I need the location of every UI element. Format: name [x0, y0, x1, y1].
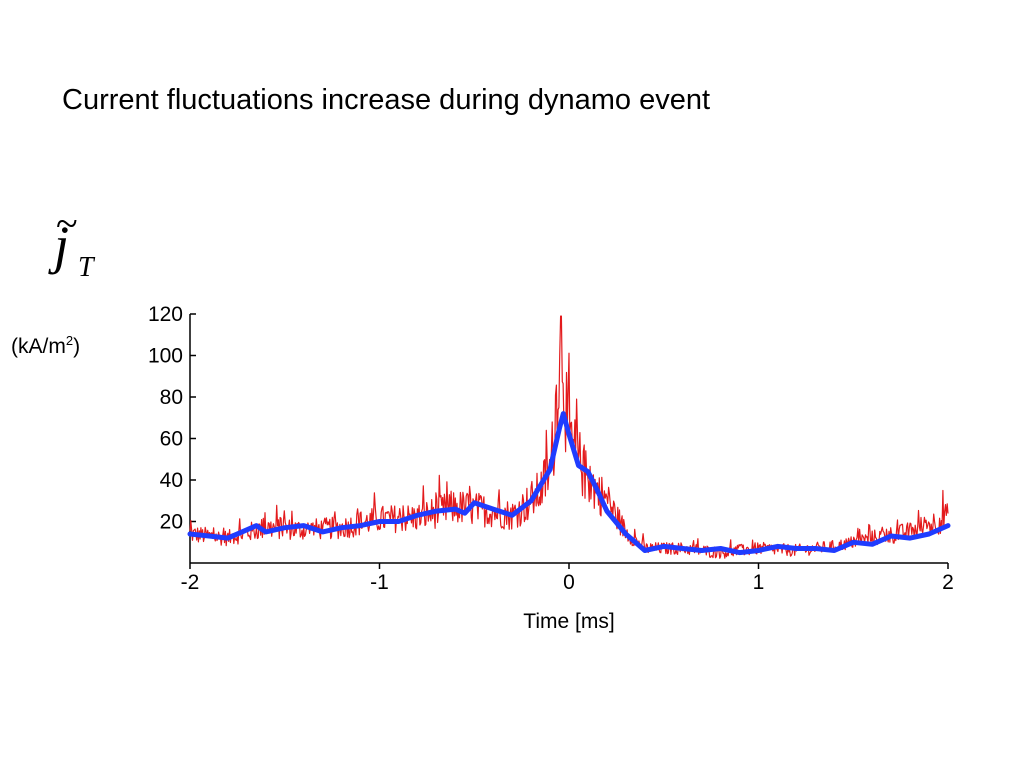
x-tick-label: -2: [181, 571, 200, 594]
y-axis-symbol-subscript: T: [78, 252, 94, 283]
y-axis-unit-suffix: ): [73, 335, 81, 358]
y-tick-label: 40: [160, 469, 183, 492]
series-layer: [187, 315, 951, 559]
y-tick-label: 80: [160, 386, 183, 409]
y-axis-symbol-accent: ~: [56, 201, 78, 246]
slide-title: Current fluctuations increase during dyn…: [62, 84, 711, 116]
y-axis-symbol: ~ j T: [46, 200, 116, 300]
raw-current-series-line: [189, 315, 949, 559]
y-tick-label: 20: [160, 511, 183, 534]
y-tick-label: 120: [148, 303, 183, 326]
x-tick-label: 2: [942, 571, 954, 594]
y-tick-label: 100: [148, 345, 183, 368]
y-axis-symbol-base: j: [54, 215, 70, 275]
x-axis: -2 -1 0 1 2: [181, 562, 954, 594]
x-tick-label: 0: [563, 571, 575, 594]
y-axis-unit-prefix: (kA/m: [11, 335, 66, 358]
y-axis: 20 40 60 80 100 120: [148, 303, 196, 563]
x-tick-label: -1: [370, 571, 389, 594]
smoothed-current-series-line: [187, 411, 951, 556]
x-axis-title: Time [ms]: [523, 610, 614, 633]
y-tick-label: 60: [160, 428, 183, 451]
y-axis-unit-superscript: 2: [65, 333, 74, 348]
y-axis-unit: (kA/m2): [11, 333, 80, 359]
x-tick-label: 1: [753, 571, 765, 594]
